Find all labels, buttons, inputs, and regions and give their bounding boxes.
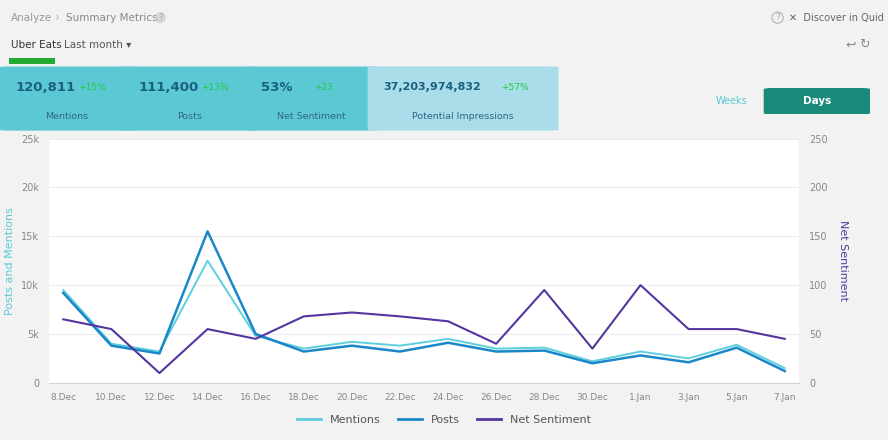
Text: ↻: ↻	[859, 38, 869, 51]
Text: Summary Metrics: Summary Metrics	[66, 13, 157, 23]
Text: Last month ▾: Last month ▾	[64, 40, 131, 50]
Text: ↩: ↩	[845, 38, 856, 51]
Text: +57%: +57%	[501, 83, 529, 92]
FancyBboxPatch shape	[368, 66, 559, 131]
Text: 53%: 53%	[261, 81, 292, 94]
Text: ?: ?	[775, 13, 780, 22]
Text: Days: Days	[803, 96, 831, 106]
Text: Net Sentiment: Net Sentiment	[277, 112, 346, 121]
FancyBboxPatch shape	[245, 66, 378, 131]
Text: Weeks: Weeks	[716, 96, 748, 106]
Text: Analyze: Analyze	[11, 13, 52, 23]
Text: +23: +23	[314, 83, 333, 92]
Text: ›: ›	[55, 11, 60, 24]
FancyBboxPatch shape	[123, 66, 256, 131]
Text: ✕  Discover in Quid: ✕ Discover in Quid	[789, 13, 884, 23]
Text: Mentions: Mentions	[45, 112, 88, 121]
Text: +15%: +15%	[78, 83, 106, 92]
FancyBboxPatch shape	[764, 88, 870, 114]
Text: 111,400: 111,400	[139, 81, 199, 94]
Y-axis label: Posts and Mentions: Posts and Mentions	[5, 207, 15, 315]
Text: Posts: Posts	[177, 112, 202, 121]
Text: Potential Impressions: Potential Impressions	[412, 112, 514, 121]
Text: Uber Eats: Uber Eats	[11, 40, 61, 50]
FancyBboxPatch shape	[0, 66, 133, 131]
Bar	[9, 58, 55, 64]
Text: +13%: +13%	[201, 83, 228, 92]
Y-axis label: Net Sentiment: Net Sentiment	[838, 220, 848, 301]
Text: 120,811: 120,811	[16, 81, 76, 94]
Text: 37,203,974,832: 37,203,974,832	[384, 82, 481, 92]
Legend: Mentions, Posts, Net Sentiment: Mentions, Posts, Net Sentiment	[292, 411, 596, 429]
Text: ?: ?	[158, 13, 163, 22]
